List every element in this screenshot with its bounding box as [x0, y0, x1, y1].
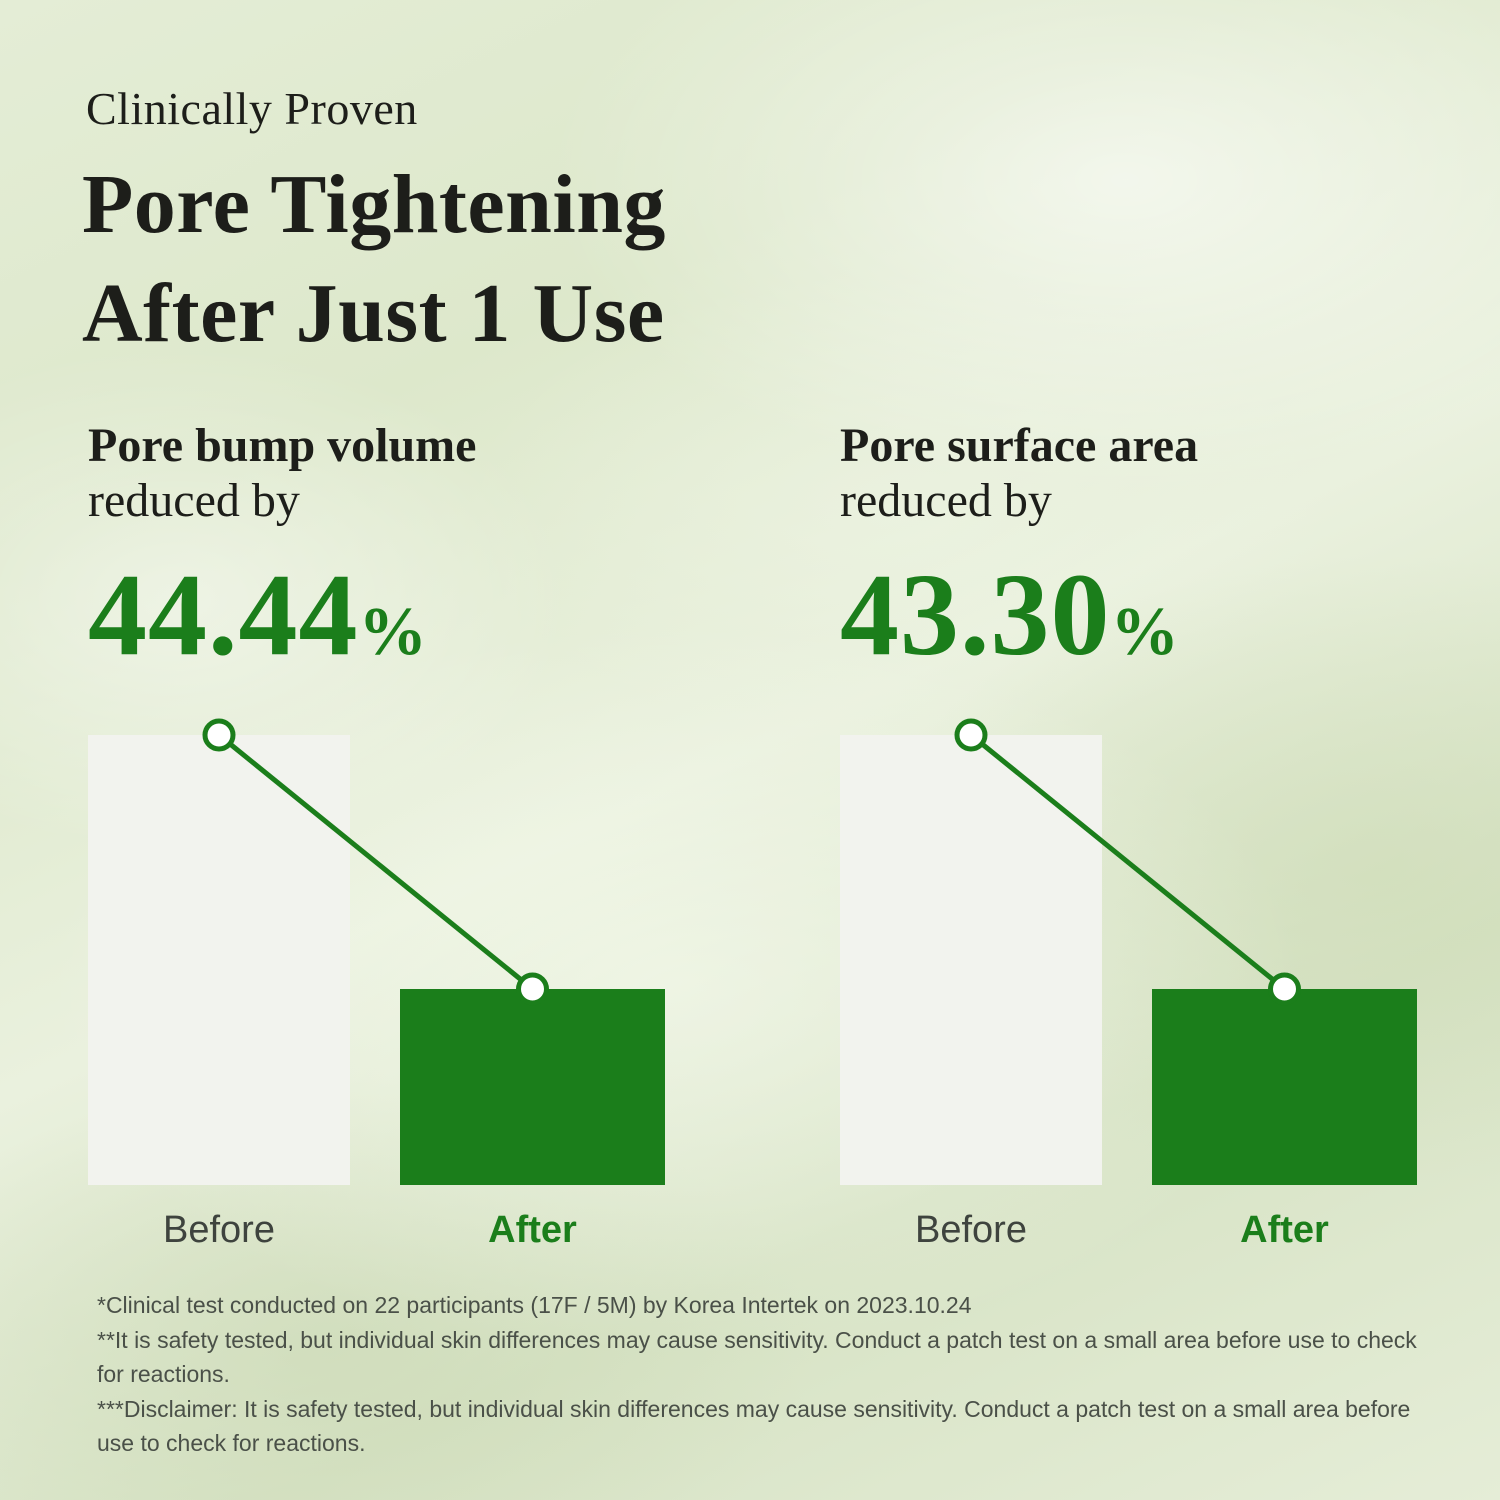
stat-value: 43.30% [840, 556, 1460, 674]
stat-title: Pore bump volume [88, 419, 477, 472]
footnotes: *Clinical test conducted on 22 participa… [97, 1288, 1447, 1461]
stat-value: 44.44% [88, 556, 708, 674]
page-title-line1: Pore Tightening [82, 158, 666, 251]
stat-pore-bump-volume: Pore bump volume reduced by 44.44% [88, 418, 708, 674]
after-label: After [488, 1209, 577, 1251]
footnote-disclaimer: ***Disclaimer: It is safety tested, but … [97, 1395, 1411, 1457]
after-label: After [1240, 1209, 1329, 1251]
page-title-line2: After Just 1 Use [82, 267, 665, 361]
stat-value-number: 44.44 [88, 549, 359, 681]
chart-plot-area [840, 718, 1417, 1185]
stat-value-number: 43.30 [840, 549, 1111, 681]
chart-axis-labels: Before After [88, 1209, 665, 1259]
before-label: Before [163, 1209, 275, 1251]
stat-pore-surface-area: Pore surface area reduced by 43.30% [840, 418, 1460, 674]
percent-sign: % [358, 593, 428, 670]
after-bar [1152, 989, 1417, 1185]
before-bar [88, 735, 350, 1185]
chart-axis-labels: Before After [840, 1209, 1417, 1259]
before-label: Before [915, 1209, 1027, 1251]
stat-subtitle: reduced by [840, 474, 1052, 528]
kicker: Clinically Proven [86, 83, 418, 134]
stat-subtitle: reduced by [88, 474, 300, 528]
chart-pore-bump-volume: Before After [88, 718, 665, 1259]
footnote-safety: **It is safety tested, but individual sk… [97, 1326, 1417, 1388]
stat-title: Pore surface area [840, 419, 1199, 472]
chart-pore-surface-area: Before After [840, 718, 1417, 1259]
footnote-clinical-test: *Clinical test conducted on 22 participa… [97, 1292, 972, 1318]
after-bar [400, 989, 665, 1185]
before-bar [840, 735, 1102, 1185]
page-title: Pore Tightening After Just 1 Use [82, 150, 666, 368]
chart-plot-area [88, 718, 665, 1185]
percent-sign: % [1110, 593, 1180, 670]
